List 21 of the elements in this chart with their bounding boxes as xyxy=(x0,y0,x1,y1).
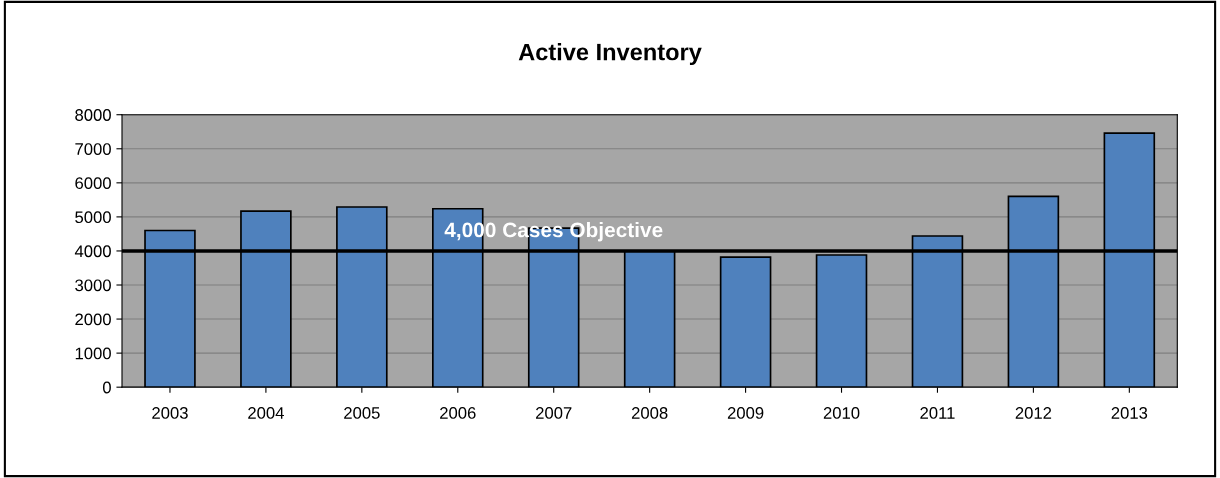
y-tick-label: 5000 xyxy=(75,211,111,224)
x-tick-label: 2008 xyxy=(631,407,668,419)
x-tick-label: 2003 xyxy=(152,407,188,419)
x-tick-label: 2007 xyxy=(536,407,572,419)
y-tick-label: 1000 xyxy=(75,347,111,360)
x-tick-label: 2013 xyxy=(1111,407,1148,419)
x-tick-label: 2012 xyxy=(1015,407,1052,419)
y-tick-label: 7000 xyxy=(75,143,111,155)
y-tick-label: 8000 xyxy=(75,109,111,121)
x-tick-label: 2009 xyxy=(727,407,764,419)
y-tick-label: 0 xyxy=(102,381,111,394)
y-tick-label: 2000 xyxy=(75,313,111,326)
x-tick-label: 2010 xyxy=(823,407,860,419)
x-tick-label: 2005 xyxy=(344,407,380,419)
y-tick-label: 4000 xyxy=(74,245,111,258)
y-tick-label: 6000 xyxy=(75,177,111,190)
x-tick-label: 2006 xyxy=(440,407,476,419)
chart-title: Active Inventory xyxy=(518,43,702,66)
x-tick-label: 2011 xyxy=(920,407,955,419)
y-tick-label: 3000 xyxy=(75,279,111,292)
x-tick-label: 2004 xyxy=(248,407,284,419)
